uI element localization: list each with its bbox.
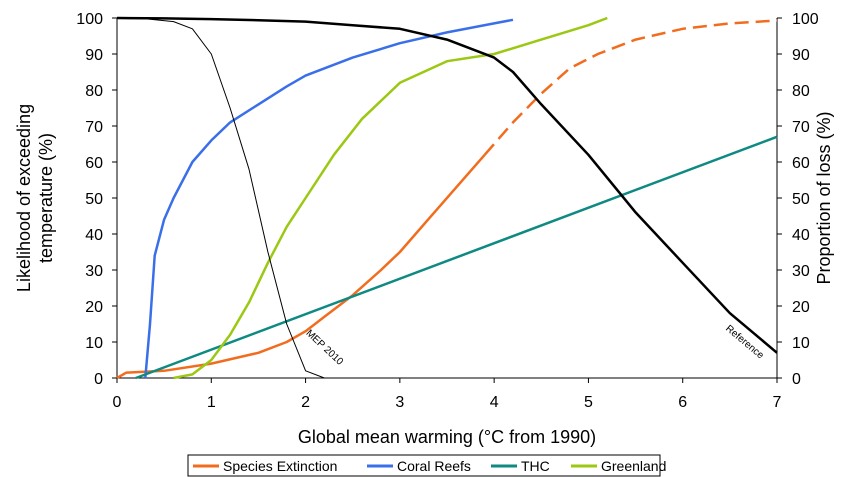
series-line-mep-2010 bbox=[116, 17, 325, 379]
y-tick-label-right: 80 bbox=[792, 83, 810, 100]
legend-box bbox=[187, 454, 661, 477]
x-tick-label: 1 bbox=[207, 394, 216, 411]
y-tick-label-right: 20 bbox=[792, 299, 810, 316]
series-line-thc bbox=[135, 135, 778, 380]
y-tick-label-left: 20 bbox=[85, 299, 103, 316]
x-tick-label: 3 bbox=[395, 394, 404, 411]
y-tick-label-left: 60 bbox=[85, 155, 103, 172]
y-tick-label-left: 90 bbox=[85, 47, 103, 64]
series-line-reference bbox=[116, 16, 778, 354]
y-tick-label-right: 0 bbox=[792, 371, 801, 388]
series-line-species-extinction bbox=[116, 153, 486, 380]
legend-label-species-extinction: Species Extinction bbox=[223, 458, 337, 474]
y-tick-label-left: 0 bbox=[94, 371, 103, 388]
x-tick-label: 4 bbox=[490, 394, 499, 411]
y-tick-label-right: 10 bbox=[792, 335, 810, 352]
x-tick-label: 6 bbox=[678, 394, 687, 411]
x-axis-title: Global mean warming (°C from 1990) bbox=[298, 427, 596, 447]
y-tick-label-right: 50 bbox=[792, 191, 810, 208]
legend-label-coral-reefs: Coral Reefs bbox=[397, 458, 471, 474]
y-tick-label-right: 90 bbox=[792, 47, 810, 64]
x-tick-label: 7 bbox=[773, 394, 782, 411]
series-layer bbox=[116, 16, 778, 380]
series-line-greenland bbox=[173, 16, 608, 380]
y-tick-label-right: 40 bbox=[792, 227, 810, 244]
legend-label-thc: THC bbox=[521, 458, 550, 474]
x-tick-label: 0 bbox=[113, 394, 122, 411]
annotations: Reference MEP 2010 bbox=[304, 323, 766, 368]
y-axis-title-right: Proportion of loss (%) bbox=[814, 111, 834, 284]
y-axis-title-left-line2: temperature (%) bbox=[36, 133, 56, 263]
y-tick-label-right: 100 bbox=[792, 11, 819, 28]
x-tick-label: 2 bbox=[301, 394, 310, 411]
reference-annotation: Reference bbox=[723, 323, 766, 361]
legend-label-greenland: Greenland bbox=[601, 458, 666, 474]
y-tick-label-left: 100 bbox=[76, 11, 103, 28]
x-tick-label: 5 bbox=[584, 394, 593, 411]
y-tick-label-left: 80 bbox=[85, 83, 103, 100]
y-axis-title-left-line1: Likelihood of exceeding bbox=[14, 104, 34, 292]
mep2010-annotation: MEP 2010 bbox=[304, 328, 346, 368]
legend: Species Extinction Coral Reefs THC Greenlan… bbox=[187, 454, 666, 477]
y-tick-label-right: 70 bbox=[792, 119, 810, 136]
series-line-coral-reefs bbox=[144, 18, 514, 379]
y-tick-label-right: 60 bbox=[792, 155, 810, 172]
y-tick-label-left: 30 bbox=[85, 263, 103, 280]
y-tick-label-left: 10 bbox=[85, 335, 103, 352]
series-line-species-extinction-projected bbox=[483, 19, 778, 156]
y-tick-label-left: 50 bbox=[85, 191, 103, 208]
y-tick-label-left: 40 bbox=[85, 227, 103, 244]
y-tick-label-right: 30 bbox=[792, 263, 810, 280]
y-tick-label-left: 70 bbox=[85, 119, 103, 136]
